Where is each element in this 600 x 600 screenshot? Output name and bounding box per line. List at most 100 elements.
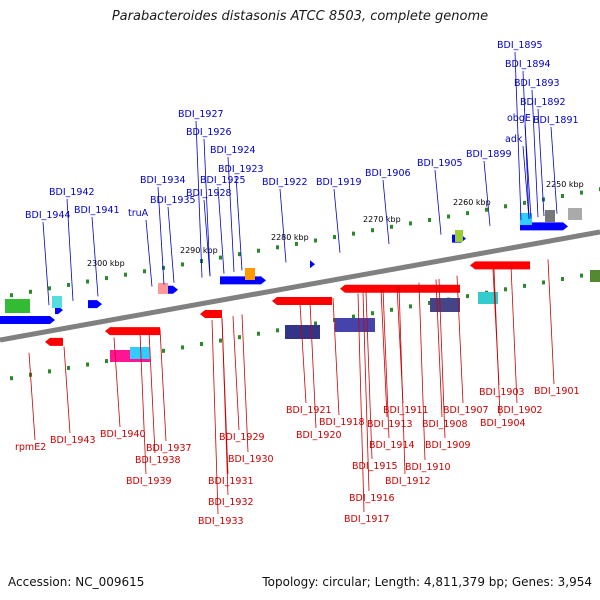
- reverse-leader-line: [418, 282, 426, 461]
- feature-box: [130, 347, 150, 359]
- ruler-tick: [580, 190, 583, 195]
- ruler-tick: [333, 235, 336, 240]
- reverse-gene-label: BDI_1929: [219, 432, 265, 443]
- ruler-tick: [561, 277, 564, 282]
- reverse-leader-line: [396, 286, 404, 404]
- ruler-tick: [162, 348, 165, 353]
- forward-gene-label: BDI_1923: [218, 164, 264, 175]
- forward-leader-line: [382, 179, 390, 245]
- ruler-tick: [10, 376, 13, 381]
- ruler-tick: [238, 252, 241, 257]
- ruler-tick: [409, 221, 412, 226]
- forward-gene-arrow: [55, 306, 63, 315]
- ruler-tick: [314, 321, 317, 326]
- reverse-leader-line: [357, 293, 365, 513]
- ruler-tick: [580, 273, 583, 278]
- forward-leader-line: [522, 145, 530, 219]
- forward-gene-arrow: [0, 316, 55, 324]
- reverse-gene-label: BDI_1933: [198, 516, 244, 527]
- ruler-tick: [48, 286, 51, 291]
- reverse-gene-label: BDI_1907: [443, 405, 489, 416]
- ruler-tick: [390, 224, 393, 229]
- reverse-gene-label: BDI_1903: [479, 387, 525, 398]
- forward-gene-label: BDI_1924: [210, 145, 256, 156]
- feature-box: [545, 210, 555, 222]
- reverse-leader-line: [221, 318, 229, 475]
- ruler-tick: [447, 214, 450, 219]
- reverse-gene-label: BDI_1918: [319, 417, 365, 428]
- ruler-tick: [504, 287, 507, 292]
- ruler-tick: [542, 280, 545, 285]
- reverse-gene-label: BDI_1909: [425, 440, 471, 451]
- scale-label: 2280 kbp: [271, 233, 309, 242]
- forward-gene-label: BDI_1892: [520, 97, 566, 108]
- reverse-gene-label: BDI_1915: [352, 461, 398, 472]
- ruler-tick: [219, 338, 222, 343]
- reverse-leader-line: [492, 269, 500, 386]
- reverse-leader-line: [547, 259, 555, 385]
- reverse-gene-label: BDI_1931: [208, 476, 254, 487]
- forward-leader-line: [227, 156, 235, 272]
- feature-box: [245, 268, 255, 280]
- reverse-gene-label: BDI_1908: [422, 419, 468, 430]
- ruler-tick: [504, 204, 507, 209]
- reverse-leader-line: [148, 331, 156, 454]
- forward-leader-line: [537, 108, 545, 217]
- forward-gene-label: truA: [128, 208, 149, 219]
- ruler-tick: [67, 282, 70, 287]
- forward-gene-label: BDI_1891: [533, 115, 579, 126]
- forward-gene-arrow: [168, 285, 178, 294]
- forward-gene-label: BDI_1899: [466, 149, 512, 160]
- ruler-tick: [67, 365, 70, 370]
- forward-gene-label: BDI_1893: [514, 78, 560, 89]
- feature-box: [52, 296, 62, 308]
- ruler-tick: [48, 369, 51, 374]
- ruler-tick: [162, 265, 165, 270]
- reverse-gene-label: BDI_1904: [480, 418, 526, 429]
- feature-box: [430, 298, 460, 312]
- map-title: Parabacteroides distasonis ATCC 8503, co…: [111, 9, 489, 24]
- ruler-tick: [523, 200, 526, 205]
- ruler-tick: [314, 238, 317, 243]
- ruler-tick: [371, 311, 374, 316]
- ruler-tick: [257, 331, 260, 336]
- reverse-gene-arrow: [272, 297, 332, 306]
- ruler-tick: [276, 245, 279, 250]
- forward-gene-arrow: [220, 276, 266, 285]
- ruler-tick: [428, 217, 431, 222]
- forward-gene-label: BDI_1941: [74, 205, 120, 216]
- reverse-gene-label: BDI_1910: [405, 462, 451, 473]
- scale-label: 2270 kbp: [363, 215, 401, 224]
- reverse-gene-label: BDI_1913: [367, 419, 413, 430]
- forward-leader-line: [333, 188, 341, 253]
- forward-leader-line: [235, 175, 243, 271]
- forward-leader-line: [203, 199, 211, 277]
- reverse-leader-line: [380, 289, 388, 418]
- forward-leader-line: [483, 160, 491, 226]
- reverse-gene-label: BDI_1920: [296, 430, 342, 441]
- forward-leader-line: [279, 188, 287, 263]
- ruler-tick: [352, 231, 355, 236]
- forward-gene-label: BDI_1905: [417, 158, 463, 169]
- ruler-tick: [29, 289, 32, 294]
- ruler-tick: [143, 269, 146, 274]
- reverse-gene-arrow: [105, 327, 160, 336]
- forward-gene-arrow: [310, 260, 315, 269]
- forward-gene-arrow: [88, 300, 102, 309]
- feature-box: [478, 292, 498, 304]
- reverse-leader-line: [232, 316, 240, 431]
- ruler-tick: [105, 276, 108, 281]
- ruler-tick: [181, 262, 184, 267]
- forward-leader-line: [145, 219, 153, 287]
- ruler-tick: [124, 272, 127, 277]
- feature-box: [158, 283, 168, 294]
- reverse-leader-line: [299, 303, 307, 404]
- forward-leader-line: [522, 70, 530, 219]
- reverse-gene-arrow: [45, 337, 63, 346]
- reverse-gene-label: BDI_1902: [497, 405, 543, 416]
- forward-leader-line: [42, 221, 50, 306]
- ruler-tick: [257, 248, 260, 253]
- forward-gene-label: BDI_1944: [25, 210, 71, 221]
- scale-label: 2300 kbp: [87, 259, 125, 268]
- reverse-leader-line: [28, 352, 36, 441]
